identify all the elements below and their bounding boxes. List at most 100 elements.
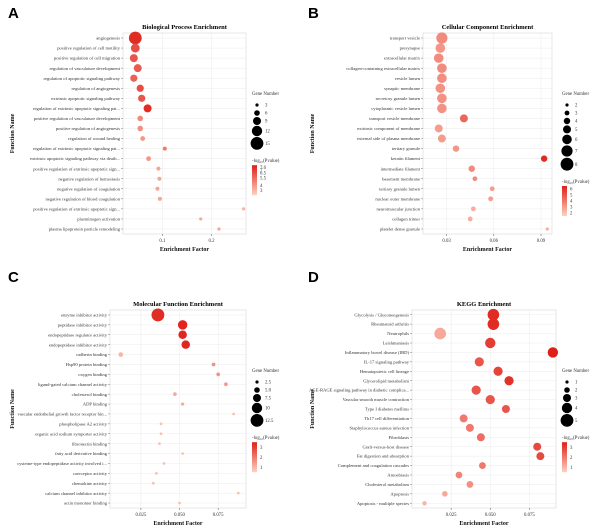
data-point [442, 491, 448, 497]
size-legend-dot [561, 145, 573, 157]
color-legend-title: -log₁₀(Pvalue) [562, 436, 590, 441]
data-point [128, 31, 142, 45]
data-point [479, 462, 486, 469]
data-point [434, 124, 443, 133]
category-label: secretory granule lumen [376, 96, 421, 101]
color-legend-label: 3 [260, 189, 263, 194]
data-point [130, 74, 138, 82]
data-point [232, 412, 235, 416]
y-axis-label: Function Name [310, 389, 316, 429]
category-label: positive regulation of cell motility [57, 46, 120, 51]
category-label: cadherin binding [76, 352, 108, 357]
category-label: Inflammatory bowel disease (IBD) [345, 350, 410, 355]
category-label: actin monomer binding [64, 501, 108, 506]
category-label: positive regulation of angiogenesis [56, 126, 120, 131]
data-point [533, 442, 542, 451]
data-point [162, 146, 167, 151]
size-legend-label: 9 [265, 120, 268, 125]
data-point [178, 330, 187, 339]
data-point [173, 392, 177, 396]
category-label: Leishmaniasis [383, 341, 409, 346]
data-point [466, 481, 474, 488]
data-point [181, 452, 184, 455]
data-point [162, 462, 166, 465]
category-label: calcium channel inhibitor activity [45, 491, 108, 496]
size-legend-label: 2.5 [265, 381, 272, 386]
size-legend-dot [254, 110, 260, 116]
y-axis-label: Function Name [10, 389, 16, 429]
x-tick-label: 0.06 [490, 239, 499, 244]
data-point [536, 452, 545, 461]
data-point [472, 176, 478, 182]
chart-title: KEGG Enrichment [457, 301, 512, 308]
size-legend-dot [564, 387, 570, 393]
panel-b: B Cellular Component Enrichment 0.03 0.06 0.… [300, 0, 600, 264]
size-legend-label: 2 [575, 104, 578, 109]
data-point [138, 94, 146, 102]
category-label: organic acid sodium symporter activity [35, 431, 108, 436]
category-label: Th17 cell differentiation [364, 416, 410, 421]
x-tick-label: 0.09 [537, 239, 546, 244]
data-point [434, 327, 446, 340]
category-label: Vascular smooth muscle contraction [343, 397, 410, 402]
data-point [487, 318, 500, 330]
category-label: oxygen binding [78, 372, 107, 377]
x-tick-label: 0.075 [524, 513, 535, 518]
x-tick-label: 0.1 [159, 239, 166, 244]
size-legend-dot [251, 125, 263, 137]
data-point [488, 196, 494, 202]
category-label: collagen trimer [392, 217, 420, 222]
category-label: cholesterol binding [72, 392, 108, 397]
size-legend-label: 15 [265, 142, 270, 147]
size-legend-label: 6 [575, 138, 578, 143]
data-point [136, 84, 144, 92]
category-label: IL-17 signaling pathway [364, 359, 410, 364]
data-point [217, 227, 221, 231]
category-label: negative regulation of blood coagulation [46, 196, 121, 201]
category-label: Staphylococcus aureus infection [350, 425, 410, 430]
data-point [437, 73, 447, 84]
category-label: basement membrane [382, 176, 420, 181]
data-point [159, 432, 163, 436]
category-label: negative regulation of hemostasis [58, 176, 120, 181]
category-label: regulation of extrinsic apoptotic signal… [33, 146, 120, 151]
size-legend-dot [560, 414, 574, 427]
chart-svg: B Cellular Component Enrichment 0.03 0.06 0.… [308, 5, 590, 253]
size-legend-dot [565, 103, 569, 107]
category-label: Fat digestion and absorption [357, 454, 410, 459]
category-label: Hsp90 protein binding [66, 362, 108, 367]
data-point [433, 53, 444, 63]
data-point [540, 155, 548, 162]
data-point [422, 501, 427, 506]
category-label: platelet dense granule [380, 227, 420, 232]
category-label: neuromuscular junction [376, 206, 420, 211]
category-label: positive regulation of cell migration [54, 56, 121, 61]
plot-area [122, 32, 247, 235]
color-legend-label: 4 [260, 184, 263, 189]
data-point [199, 217, 203, 221]
data-point [437, 103, 447, 114]
data-point [489, 186, 495, 192]
color-legend-title: -log₁₀(Pvalue) [252, 436, 280, 441]
color-legend-label: 2 [260, 456, 263, 461]
color-legend-label: 5.5 [260, 176, 267, 181]
category-label: positive regulation of extrinsic apoptot… [33, 206, 120, 211]
category-label: phospholipase A2 activity [59, 421, 107, 426]
data-point [471, 385, 481, 395]
category-label: ADP binding [83, 402, 108, 407]
data-point [155, 471, 158, 475]
data-point [146, 156, 151, 162]
color-legend-label: 6.5 [260, 171, 267, 176]
category-label: Apoptosis [390, 491, 409, 496]
data-point [545, 227, 549, 231]
panel-a: A Biological Process Enrichment 0.1 0.2 angi… [0, 0, 300, 264]
category-label: keratin filament [391, 156, 421, 161]
category-label: transport vesicle membrane [369, 116, 420, 121]
data-point [178, 501, 181, 505]
size-legend-label: 12 [265, 130, 270, 135]
category-label: regulation of apoptotic signaling pathwa… [43, 76, 120, 81]
data-point [470, 206, 476, 212]
panel-label: C [8, 269, 19, 286]
size-legend-dot [563, 117, 571, 125]
category-label: regulation of extrinsic apoptotic signal… [33, 106, 120, 111]
